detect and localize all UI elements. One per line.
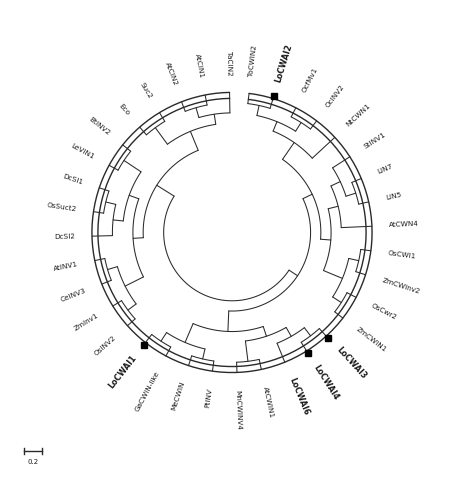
Text: LoCWAI2: LoCWAI2	[273, 43, 294, 83]
Text: GaCWIN-like: GaCWIN-like	[134, 370, 160, 412]
Text: ToCWIN2: ToCWIN2	[248, 44, 257, 77]
Text: LoCWAI6: LoCWAI6	[287, 376, 310, 416]
Text: AtCWN4: AtCWN4	[388, 221, 418, 228]
Text: BtINV2: BtINV2	[88, 116, 111, 136]
Text: OsINV2: OsINV2	[93, 335, 117, 357]
Text: CeINV3: CeINV3	[60, 288, 87, 303]
Text: DcSI2: DcSI2	[54, 234, 75, 240]
Text: OsCwr2: OsCwr2	[369, 303, 396, 321]
Text: LIN5: LIN5	[384, 192, 401, 201]
Text: ZmCWIN1: ZmCWIN1	[354, 326, 386, 353]
Text: AtINV1: AtINV1	[53, 261, 78, 272]
Text: OcINV2: OcINV2	[324, 84, 345, 109]
Text: Eco: Eco	[117, 103, 131, 116]
Text: OcfMv1: OcfMv1	[300, 67, 318, 94]
Text: 0.2: 0.2	[27, 459, 38, 465]
Text: MeCWIN: MeCWIN	[170, 381, 186, 412]
Text: AtCWIN1: AtCWIN1	[262, 386, 274, 418]
Text: LoCWAI4: LoCWAI4	[311, 363, 340, 402]
Text: NtCWN1: NtCWN1	[344, 103, 371, 128]
Text: OsCWI1: OsCWI1	[387, 250, 415, 260]
Text: LIN7: LIN7	[375, 163, 392, 174]
Text: OsSuct2: OsSuct2	[46, 201, 77, 212]
Text: StINV1: StINV1	[362, 132, 386, 150]
Text: MnCWINV4: MnCWINV4	[234, 389, 242, 430]
Text: Suc2: Suc2	[138, 81, 153, 100]
Text: LoCWAI1: LoCWAI1	[106, 353, 138, 390]
Text: LeVIN1: LeVIN1	[70, 142, 95, 160]
Text: AtCIN1: AtCIN1	[194, 53, 204, 79]
Text: LoCWAI3: LoCWAI3	[334, 346, 367, 381]
Text: DcSI1: DcSI1	[62, 173, 84, 185]
Text: AtCIN2: AtCIN2	[163, 61, 178, 87]
Text: PtINV: PtINV	[204, 388, 213, 408]
Text: ZmCWInv2: ZmCWInv2	[380, 277, 419, 295]
Text: TaCIN2: TaCIN2	[225, 51, 232, 75]
Text: ZmInv1: ZmInv1	[73, 312, 100, 332]
